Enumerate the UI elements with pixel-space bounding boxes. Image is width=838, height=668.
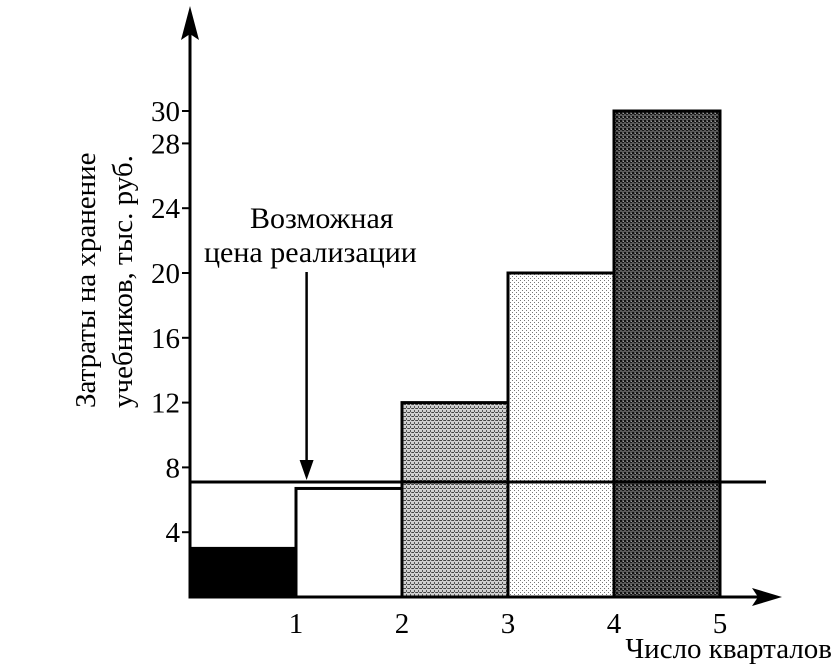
y-tick-label: 28 — [151, 128, 180, 160]
y-axis-title: Затраты на хранение учебников, тыс. руб. — [70, 152, 139, 408]
x-axis-title: Число кварталов — [625, 633, 832, 665]
y-axis-title-line1: Затраты на хранение — [70, 152, 102, 408]
annotation-arrow-head-icon — [299, 459, 314, 480]
bar-3 — [400, 401, 510, 599]
x-axis-arrow-icon — [752, 588, 782, 606]
y-tick-label: 20 — [151, 258, 180, 290]
y-axis-title-line2: учебников, тыс. руб. — [107, 155, 139, 408]
bars-layer — [188, 109, 722, 599]
bar-5 — [612, 109, 722, 599]
y-tick-label: 16 — [151, 323, 180, 355]
y-tick-label: 12 — [151, 388, 180, 420]
y-tick-label: 4 — [166, 517, 181, 549]
y-tick-label: 8 — [166, 452, 181, 484]
y-axis-arrow-icon — [181, 6, 199, 40]
y-tick-label: 24 — [151, 193, 181, 225]
x-tick-label: 3 — [501, 608, 516, 640]
x-tick-label: 1 — [289, 608, 304, 640]
x-ticks: 1 2 3 4 5 — [289, 608, 728, 640]
annotation-line1: Возможная — [250, 202, 394, 235]
y-tick-label: 30 — [151, 96, 180, 128]
bar-2 — [294, 486, 404, 599]
bar-4 — [506, 271, 616, 599]
x-tick-label: 5 — [713, 608, 728, 640]
x-tick-label: 4 — [607, 608, 622, 640]
x-tick-label: 2 — [395, 608, 410, 640]
annotation-line2: цена реализации — [204, 236, 417, 269]
bar-1 — [188, 546, 298, 599]
